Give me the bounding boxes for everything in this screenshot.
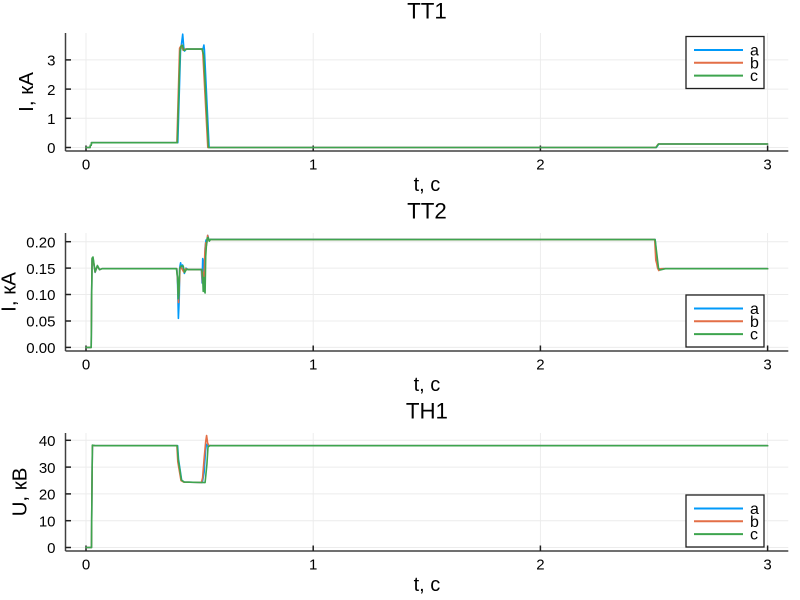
svg-text:1: 1	[47, 111, 55, 128]
svg-text:2: 2	[536, 356, 544, 373]
svg-text:1: 1	[309, 356, 317, 373]
svg-text:1: 1	[309, 156, 317, 173]
svg-text:ТТ2: ТТ2	[407, 198, 447, 223]
svg-text:0.15: 0.15	[26, 261, 55, 278]
svg-text:t, с: t, с	[414, 574, 441, 596]
svg-text:b: b	[750, 314, 759, 331]
svg-text:2: 2	[47, 82, 55, 99]
svg-text:c: c	[750, 68, 758, 85]
svg-text:t, с: t, с	[414, 374, 441, 396]
svg-text:2: 2	[536, 556, 544, 573]
svg-text:I, кА: I, кА	[0, 272, 21, 312]
svg-text:0.10: 0.10	[26, 287, 55, 304]
svg-text:40: 40	[39, 433, 56, 450]
svg-text:I, кА: I, кА	[15, 72, 38, 112]
svg-text:20: 20	[39, 487, 56, 504]
svg-text:0: 0	[82, 356, 90, 373]
svg-text:c: c	[750, 327, 758, 344]
svg-text:U, кВ: U, кВ	[9, 468, 32, 517]
svg-text:1: 1	[309, 556, 317, 573]
svg-text:0.00: 0.00	[26, 340, 55, 357]
svg-text:b: b	[750, 514, 759, 531]
svg-text:3: 3	[47, 53, 55, 70]
svg-text:3: 3	[763, 556, 771, 573]
svg-text:30: 30	[39, 460, 56, 477]
svg-text:0: 0	[47, 140, 55, 157]
svg-text:a: a	[750, 301, 759, 318]
svg-text:10: 10	[39, 513, 56, 530]
svg-text:0.20: 0.20	[26, 234, 55, 251]
svg-text:c: c	[750, 527, 758, 544]
svg-text:0: 0	[82, 156, 90, 173]
svg-text:3: 3	[763, 356, 771, 373]
svg-text:2: 2	[536, 156, 544, 173]
svg-text:b: b	[750, 55, 759, 72]
svg-text:0: 0	[82, 556, 90, 573]
svg-text:3: 3	[763, 156, 771, 173]
svg-text:ТТ1: ТТ1	[407, 0, 447, 23]
svg-text:ТН1: ТН1	[406, 398, 448, 423]
svg-text:t, с: t, с	[414, 174, 441, 196]
svg-text:a: a	[750, 501, 759, 518]
svg-text:a: a	[750, 43, 759, 60]
svg-text:0: 0	[47, 540, 55, 557]
svg-text:0.05: 0.05	[26, 314, 55, 331]
